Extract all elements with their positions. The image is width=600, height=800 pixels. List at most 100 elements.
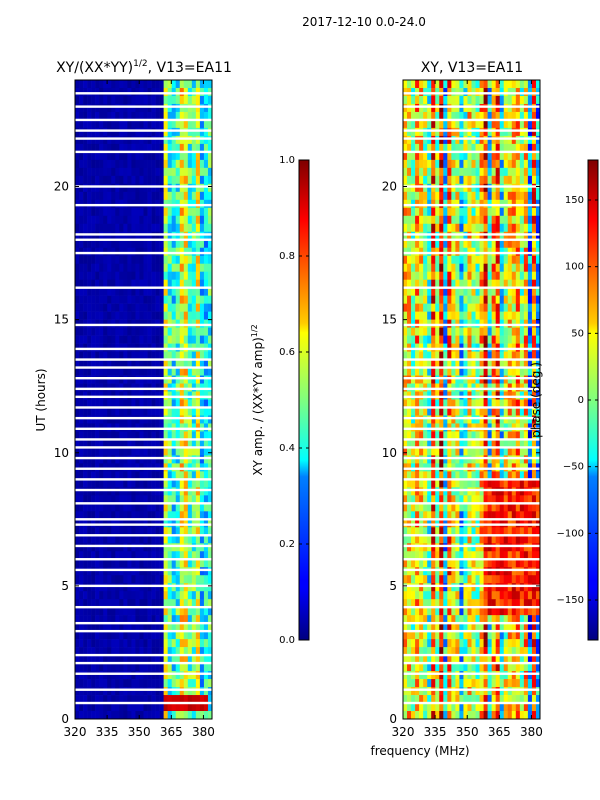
- heatmap-cell: [471, 431, 476, 440]
- heatmap-cell: [415, 575, 420, 584]
- heatmap-cell: [447, 223, 452, 233]
- heatmap-cell: [127, 575, 132, 584]
- heatmap-cell: [143, 527, 148, 536]
- heatmap-cell: [475, 495, 480, 504]
- heatmap-cell: [111, 183, 116, 193]
- heatmap-cell: [415, 231, 420, 241]
- heatmap-cell: [487, 415, 492, 424]
- heatmap-cell: [499, 103, 505, 113]
- heatmap-cell: [159, 559, 164, 568]
- heatmap-cell: [83, 119, 88, 129]
- heatmap-cell: [483, 80, 488, 89]
- heatmap-cell: [91, 615, 96, 624]
- heatmap-cell: [503, 511, 509, 520]
- heatmap-cell: [175, 215, 181, 225]
- heatmap-cell: [479, 231, 484, 241]
- heatmap-cell: [175, 327, 181, 336]
- heatmap-cell: [435, 119, 440, 129]
- heatmap-cell: [487, 439, 492, 448]
- heatmap-cell: [527, 231, 533, 241]
- heatmap-cell: [419, 303, 424, 312]
- heatmap-cell: [87, 535, 92, 544]
- heatmap-cell: [111, 615, 116, 624]
- heatmap-cell: [75, 455, 80, 464]
- heatmap-cell: [411, 559, 416, 568]
- heatmap-cell: [127, 455, 132, 464]
- heatmap-cell: [475, 335, 480, 344]
- heatmap-cell: [163, 535, 168, 544]
- heatmap-cell: [171, 607, 177, 616]
- heatmap-cell: [187, 167, 193, 177]
- heatmap-cell: [171, 599, 177, 608]
- heatmap-cell: [115, 607, 120, 616]
- heatmap-cell: [91, 439, 96, 448]
- heatmap-cell: [419, 119, 424, 129]
- heatmap-cell: [443, 303, 448, 312]
- heatmap-cell: [519, 151, 525, 161]
- heatmap-cell: [135, 207, 140, 217]
- masked-row: [75, 701, 212, 705]
- heatmap-cell: [403, 407, 408, 416]
- heatmap-cell: [127, 367, 132, 376]
- heatmap-cell: [507, 175, 513, 185]
- heatmap-cell: [419, 543, 424, 552]
- heatmap-cell: [199, 583, 205, 592]
- heatmap-cell: [523, 367, 529, 376]
- heatmap-cell: [111, 479, 116, 488]
- heatmap-cell: [435, 583, 440, 592]
- heatmap-cell: [99, 159, 104, 169]
- heatmap-cell: [195, 703, 201, 712]
- heatmap-cell: [491, 279, 496, 288]
- heatmap-cell: [419, 143, 424, 153]
- heatmap-cell: [183, 263, 189, 272]
- heatmap-cell: [403, 143, 408, 153]
- heatmap-cell: [111, 399, 116, 408]
- heatmap-cell: [91, 151, 96, 161]
- heatmap-cell: [523, 351, 529, 360]
- heatmap-cell: [123, 671, 128, 680]
- heatmap-cell: [195, 151, 201, 161]
- heatmap-cell: [123, 287, 128, 296]
- heatmap-cell: [203, 95, 209, 105]
- heatmap-cell: [123, 80, 128, 89]
- heatmap-cell: [443, 455, 448, 464]
- heatmap-cell: [439, 535, 444, 544]
- heatmap-cell: [467, 567, 472, 576]
- heatmap-cell: [175, 623, 181, 632]
- heatmap-cell: [423, 143, 428, 153]
- heatmap-cell: [467, 543, 472, 552]
- heatmap-cell: [167, 439, 173, 448]
- heatmap-cell: [99, 503, 104, 512]
- heatmap-cell: [207, 223, 213, 233]
- heatmap-cell: [103, 575, 108, 584]
- heatmap-cell: [195, 431, 201, 440]
- heatmap-cell: [199, 527, 205, 536]
- heatmap-cell: [155, 527, 160, 536]
- heatmap-cell: [507, 471, 513, 480]
- heatmap-cell: [119, 543, 124, 552]
- heatmap-cell: [447, 151, 452, 161]
- heatmap-cell: [159, 271, 164, 280]
- heatmap-cell: [199, 703, 205, 712]
- heatmap-cell: [195, 631, 201, 640]
- heatmap-cell: [75, 439, 80, 448]
- heatmap-cell: [171, 207, 177, 217]
- heatmap-cell: [423, 239, 428, 249]
- heatmap-cell: [507, 551, 513, 560]
- heatmap-cell: [115, 111, 120, 121]
- heatmap-cell: [207, 263, 213, 272]
- heatmap-cell: [175, 639, 181, 648]
- heatmap-cell: [95, 263, 100, 272]
- heatmap-cell: [107, 207, 112, 217]
- heatmap-cell: [187, 103, 193, 113]
- heatmap-cell: [115, 295, 120, 304]
- heatmap-cell: [115, 367, 120, 376]
- heatmap-cell: [139, 559, 144, 568]
- heatmap-cell: [439, 311, 444, 320]
- heatmap-cell: [403, 159, 408, 169]
- heatmap-cell: [499, 223, 505, 233]
- heatmap-cell: [107, 583, 112, 592]
- heatmap-cell: [191, 327, 197, 336]
- heatmap-cell: [203, 351, 209, 360]
- heatmap-cell: [199, 183, 205, 193]
